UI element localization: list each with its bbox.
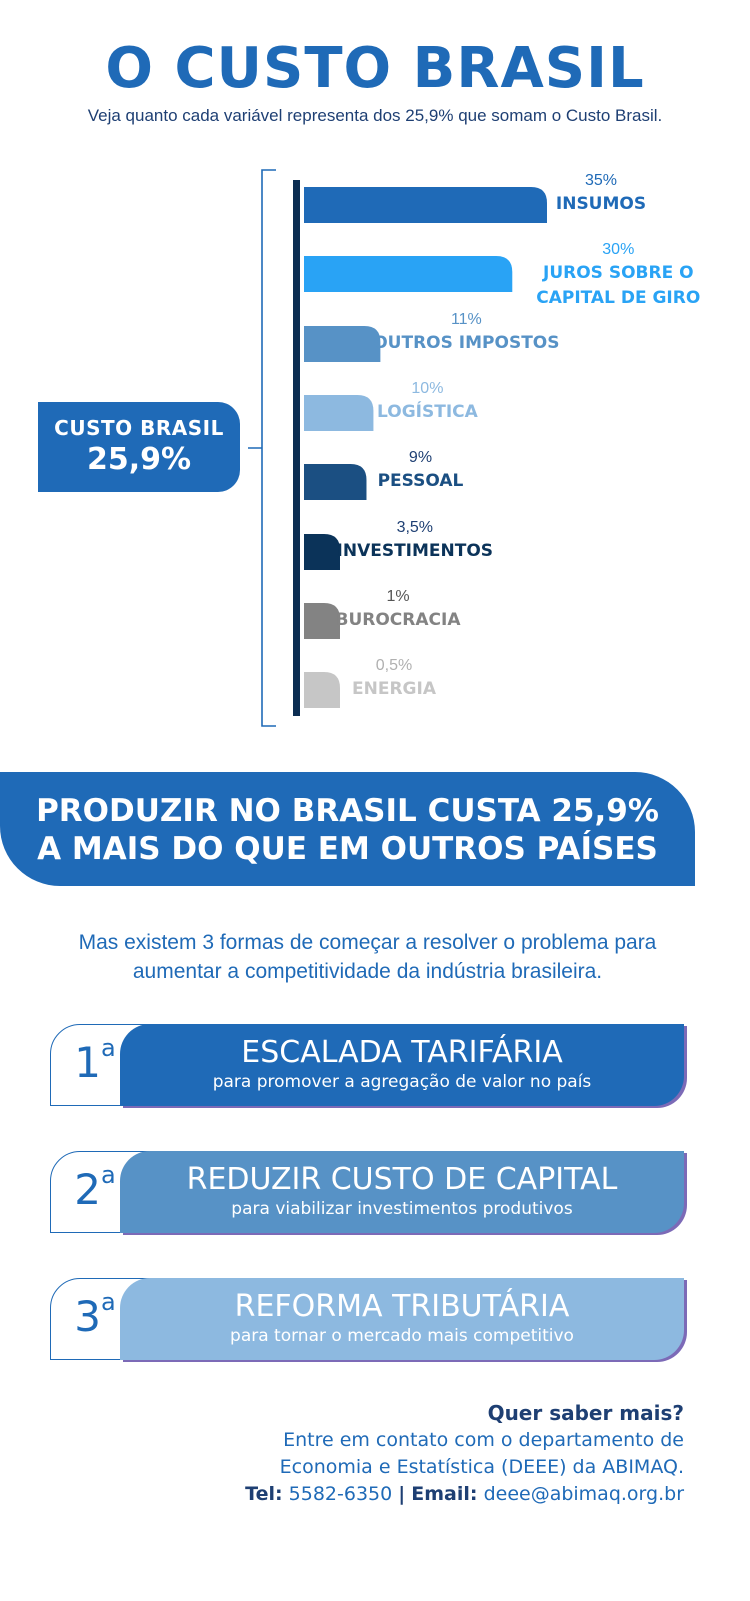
value-label-8: 0,5%	[376, 657, 412, 674]
solution-title: REDUZIR CUSTO DE CAPITAL	[186, 1162, 618, 1197]
category-label-8: ENERGIA	[352, 679, 437, 699]
bar-5	[304, 464, 367, 500]
value-label-2: 30%	[602, 241, 634, 258]
bar-1	[304, 187, 547, 223]
chart-bracket	[248, 169, 276, 727]
contact-question: Quer saber mais?	[487, 1401, 684, 1425]
value-label-3: 11%	[451, 311, 482, 328]
bar-7	[304, 603, 340, 639]
value-label-1: 35%	[585, 172, 617, 189]
banner-line-2: A MAIS DO QUE EM OUTROS PAÍSES	[37, 831, 658, 867]
solution-number: 3a	[74, 1288, 116, 1341]
category-label-1: INSUMOS	[556, 194, 646, 214]
tel-value: 5582-6350	[288, 1483, 393, 1505]
solution-fill	[120, 1278, 684, 1360]
solution-description: para tornar o mercado mais competitivo	[230, 1326, 574, 1346]
bar-8	[304, 672, 340, 708]
contact-details: Tel: 5582-6350 | Email: deee@abimaq.org.…	[124, 1481, 684, 1508]
contact-line-2: Economia e Estatística (DEEE) da ABIMAQ.	[279, 1456, 684, 1478]
total-value: 25,9%	[86, 442, 192, 477]
custo-brasil-total-box: CUSTO BRASIL 25,9%	[38, 402, 240, 492]
bar-4	[304, 395, 374, 431]
email-value: deee@abimaq.org.br	[483, 1483, 684, 1505]
solution-title: ESCALADA TARIFÁRIA	[241, 1035, 563, 1070]
category-label-6: INVESTIMENTOS	[337, 541, 494, 561]
email-label: Email:	[411, 1483, 478, 1505]
headline-banner: PRODUZIR NO BRASIL CUSTA 25,9% A MAIS DO…	[0, 772, 695, 886]
bar-2	[304, 256, 513, 292]
tel-label: Tel:	[245, 1483, 283, 1505]
category-label-3: OUTROS IMPOSTOS	[373, 333, 559, 353]
solution-title: REFORMA TRIBUTÁRIA	[234, 1289, 570, 1324]
total-label: CUSTO BRASIL	[54, 416, 224, 440]
category-label-5: PESSOAL	[378, 471, 464, 491]
category-label-7: BUROCRACIA	[336, 610, 462, 630]
solution-number: 2a	[74, 1161, 116, 1214]
solution-number: 1a	[74, 1034, 116, 1087]
contact-block: Quer saber mais? Entre em contato com o …	[124, 1400, 684, 1508]
bar-3	[304, 326, 381, 362]
solution-description: para promover a agregação de valor no pa…	[212, 1072, 592, 1092]
page-subtitle: Veja quanto cada variável representa dos…	[87, 106, 663, 125]
solution-card-1: 1a ESCALADA TARIFÁRIA para promover a ag…	[50, 1024, 684, 1106]
solution-card-2: 2a REDUZIR CUSTO DE CAPITAL para viabili…	[50, 1151, 684, 1233]
solution-description: para viabilizar investimentos produtivos	[231, 1199, 573, 1219]
solution-fill	[120, 1151, 684, 1233]
value-label-5: 9%	[409, 449, 432, 466]
intro-text: Mas existem 3 formas de começar a resolv…	[0, 928, 735, 986]
intro-line-1: Mas existem 3 formas de começar a resolv…	[78, 931, 657, 954]
contact-line-1: Entre em contato com o departamento de	[283, 1429, 684, 1451]
banner-line-1: PRODUZIR NO BRASIL CUSTA 25,9%	[36, 793, 659, 829]
value-label-4: 10%	[411, 380, 443, 397]
bar-6	[304, 534, 340, 570]
contact-separator: |	[398, 1483, 406, 1505]
category-label-2: JUROS SOBRE O	[542, 263, 694, 283]
cost-breakdown-chart: 35% INSUMOS 30% JUROS SOBRE O CAPITAL DE GIR…	[248, 169, 700, 727]
value-label-6: 3,5%	[397, 519, 433, 536]
page-title: O CUSTO BRASIL	[105, 36, 645, 101]
intro-line-2: aumentar a competitividade da indústria …	[132, 960, 603, 983]
category-label-2: CAPITAL DE GIRO	[536, 288, 700, 308]
value-label-7: 1%	[386, 588, 409, 605]
category-label-4: LOGÍSTICA	[377, 400, 479, 422]
solution-fill	[120, 1024, 684, 1106]
chart-axis	[293, 180, 300, 716]
solution-card-3: 3a REFORMA TRIBUTÁRIA para tornar o merc…	[50, 1278, 684, 1360]
